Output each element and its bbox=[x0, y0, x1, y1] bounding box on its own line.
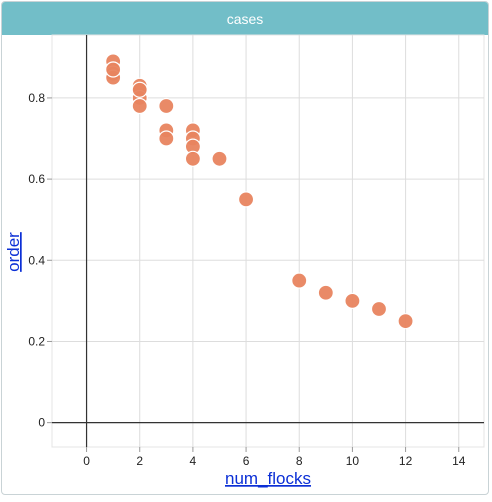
data-point[interactable] bbox=[397, 313, 414, 330]
y-tick-label: 0.4 bbox=[28, 253, 45, 267]
data-point[interactable] bbox=[158, 97, 175, 115]
window-title[interactable]: cases bbox=[2, 2, 488, 35]
data-point[interactable] bbox=[291, 272, 308, 289]
y-tick-label: 0.2 bbox=[28, 334, 45, 348]
data-point[interactable] bbox=[184, 150, 201, 167]
data-point[interactable] bbox=[211, 150, 228, 167]
x-axis-label-link[interactable] bbox=[214, 465, 322, 491]
y-tick-label: 0.6 bbox=[28, 172, 45, 186]
x-tick-label: 6 bbox=[243, 454, 250, 468]
x-tick-label: 4 bbox=[190, 454, 197, 468]
data-point[interactable] bbox=[237, 191, 255, 208]
y-axis-label[interactable]: order bbox=[4, 232, 23, 272]
data-point[interactable] bbox=[317, 284, 334, 301]
data-point[interactable] bbox=[131, 81, 148, 98]
x-tick-label: 2 bbox=[136, 454, 143, 468]
plot-background bbox=[51, 34, 485, 448]
data-point[interactable] bbox=[344, 292, 361, 309]
x-tick-label: 10 bbox=[346, 454, 360, 468]
data-point[interactable] bbox=[131, 97, 148, 115]
y-axis-label-link[interactable] bbox=[0, 232, 28, 278]
data-point[interactable] bbox=[370, 300, 388, 318]
x-tick-label: 12 bbox=[399, 454, 413, 468]
x-axis-label[interactable]: num_flocks bbox=[225, 469, 311, 488]
x-tick-label: 8 bbox=[296, 454, 303, 468]
x-tick-label: 14 bbox=[452, 454, 466, 468]
data-point[interactable] bbox=[105, 61, 122, 78]
y-tick-label: 0.8 bbox=[28, 91, 45, 105]
data-point[interactable] bbox=[158, 130, 175, 147]
y-tick-label: 0 bbox=[38, 416, 45, 430]
x-tick-label: 0 bbox=[83, 454, 90, 468]
